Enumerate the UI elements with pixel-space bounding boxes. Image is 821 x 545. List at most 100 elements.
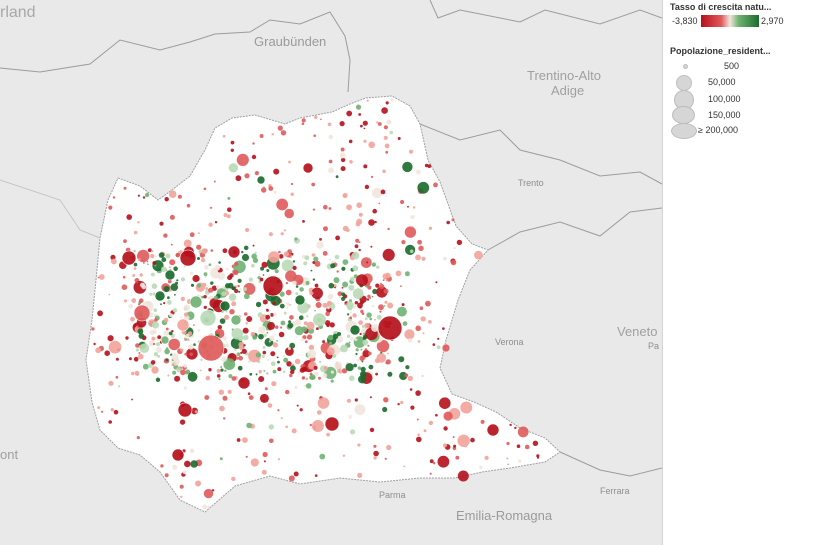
municipality-bubble[interactable] — [341, 266, 346, 271]
municipality-bubble[interactable] — [294, 237, 298, 241]
municipality-bubble[interactable] — [355, 238, 360, 243]
municipality-bubble[interactable] — [128, 357, 132, 361]
map-canvas[interactable] — [0, 0, 662, 545]
municipality-bubble[interactable] — [138, 303, 141, 306]
municipality-bubble[interactable] — [241, 348, 247, 354]
municipality-bubble[interactable] — [217, 272, 226, 280]
municipality-bubble[interactable] — [280, 232, 284, 236]
municipality-bubble[interactable] — [165, 358, 169, 362]
municipality-bubble[interactable] — [351, 251, 360, 260]
municipality-bubble[interactable] — [131, 298, 137, 303]
municipality-bubble[interactable] — [377, 122, 382, 126]
municipality-bubble[interactable] — [428, 420, 434, 426]
municipality-bubble-large[interactable] — [179, 249, 197, 267]
municipality-bubble[interactable] — [197, 328, 201, 332]
municipality-bubble[interactable] — [283, 229, 286, 232]
municipality-bubble[interactable] — [258, 333, 264, 340]
municipality-bubble[interactable] — [417, 239, 422, 245]
municipality-bubble[interactable] — [443, 411, 453, 421]
municipality-bubble[interactable] — [247, 392, 251, 396]
municipality-bubble[interactable] — [231, 301, 237, 307]
municipality-bubble[interactable] — [185, 333, 190, 338]
municipality-bubble[interactable] — [516, 444, 521, 449]
municipality-bubble[interactable] — [364, 317, 368, 321]
municipality-bubble[interactable] — [354, 404, 366, 415]
municipality-bubble[interactable] — [268, 424, 274, 430]
municipality-bubble[interactable] — [160, 464, 164, 468]
municipality-bubble[interactable] — [258, 376, 265, 382]
municipality-bubble[interactable] — [183, 363, 188, 368]
municipality-bubble[interactable] — [230, 140, 235, 145]
municipality-bubble[interactable] — [292, 260, 296, 263]
municipality-bubble[interactable] — [354, 301, 359, 305]
municipality-bubble[interactable] — [304, 255, 310, 261]
municipality-bubble[interactable] — [245, 455, 248, 458]
municipality-bubble[interactable] — [160, 303, 162, 306]
size-legend-title[interactable]: Popolazione_resident... — [670, 46, 771, 56]
municipality-bubble[interactable] — [189, 352, 193, 356]
municipality-bubble[interactable] — [161, 266, 167, 273]
municipality-bubble-large[interactable] — [486, 423, 500, 437]
municipality-bubble[interactable] — [271, 339, 273, 342]
municipality-bubble[interactable] — [339, 296, 341, 298]
municipality-bubble[interactable] — [138, 298, 144, 304]
municipality-bubble[interactable] — [362, 339, 369, 346]
municipality-bubble[interactable] — [357, 472, 363, 478]
municipality-bubble[interactable] — [175, 252, 181, 258]
municipality-bubble[interactable] — [277, 409, 280, 412]
municipality-bubble[interactable] — [367, 344, 370, 347]
municipality-bubble[interactable] — [223, 213, 228, 217]
municipality-bubble[interactable] — [183, 337, 187, 340]
municipality-bubble[interactable] — [243, 293, 250, 300]
municipality-bubble[interactable] — [404, 373, 409, 378]
municipality-bubble[interactable] — [395, 270, 402, 277]
municipality-bubble[interactable] — [133, 262, 138, 267]
municipality-bubble[interactable] — [343, 194, 347, 198]
municipality-bubble[interactable] — [480, 419, 485, 424]
municipality-bubble[interactable] — [219, 318, 226, 324]
municipality-bubble[interactable] — [277, 367, 282, 372]
municipality-bubble[interactable] — [397, 137, 401, 140]
municipality-bubble[interactable] — [125, 336, 129, 340]
municipality-bubble[interactable] — [417, 181, 430, 194]
municipality-bubble[interactable] — [131, 398, 133, 401]
municipality-bubble[interactable] — [252, 335, 258, 340]
municipality-bubble[interactable] — [267, 358, 270, 361]
municipality-bubble[interactable] — [349, 429, 356, 435]
municipality-bubble[interactable] — [307, 334, 313, 340]
municipality-bubble[interactable] — [346, 110, 353, 117]
municipality-bubble[interactable] — [309, 291, 314, 296]
municipality-bubble[interactable] — [242, 437, 248, 443]
municipality-bubble[interactable] — [251, 154, 257, 160]
municipality-bubble[interactable] — [235, 356, 239, 360]
municipality-bubble[interactable] — [404, 226, 417, 238]
municipality-bubble[interactable] — [443, 443, 447, 448]
municipality-bubble[interactable] — [336, 270, 339, 273]
municipality-bubble[interactable] — [400, 199, 405, 205]
municipality-bubble[interactable] — [278, 331, 285, 338]
municipality-bubble[interactable] — [108, 205, 113, 210]
municipality-bubble[interactable] — [248, 277, 253, 282]
municipality-bubble[interactable] — [314, 283, 319, 288]
municipality-bubble[interactable] — [208, 222, 213, 227]
municipality-bubble[interactable] — [428, 226, 433, 230]
municipality-bubble[interactable] — [404, 329, 415, 340]
municipality-bubble[interactable] — [427, 164, 432, 169]
municipality-bubble[interactable] — [165, 327, 169, 331]
municipality-bubble[interactable] — [190, 283, 195, 287]
municipality-bubble[interactable] — [383, 288, 389, 294]
municipality-bubble[interactable] — [302, 220, 305, 223]
municipality-bubble[interactable] — [338, 369, 343, 374]
municipality-bubble[interactable] — [279, 303, 285, 309]
municipality-bubble[interactable] — [397, 403, 400, 406]
municipality-bubble[interactable] — [189, 271, 194, 276]
municipality-bubble[interactable] — [245, 227, 250, 233]
municipality-bubble[interactable] — [236, 438, 241, 442]
municipality-bubble[interactable] — [286, 306, 289, 309]
municipality-bubble[interactable] — [355, 221, 361, 227]
municipality-bubble[interactable] — [279, 291, 285, 297]
municipality-bubble[interactable] — [244, 173, 250, 179]
municipality-bubble[interactable] — [368, 364, 374, 370]
municipality-bubble[interactable] — [285, 425, 289, 429]
municipality-bubble[interactable] — [261, 187, 267, 193]
